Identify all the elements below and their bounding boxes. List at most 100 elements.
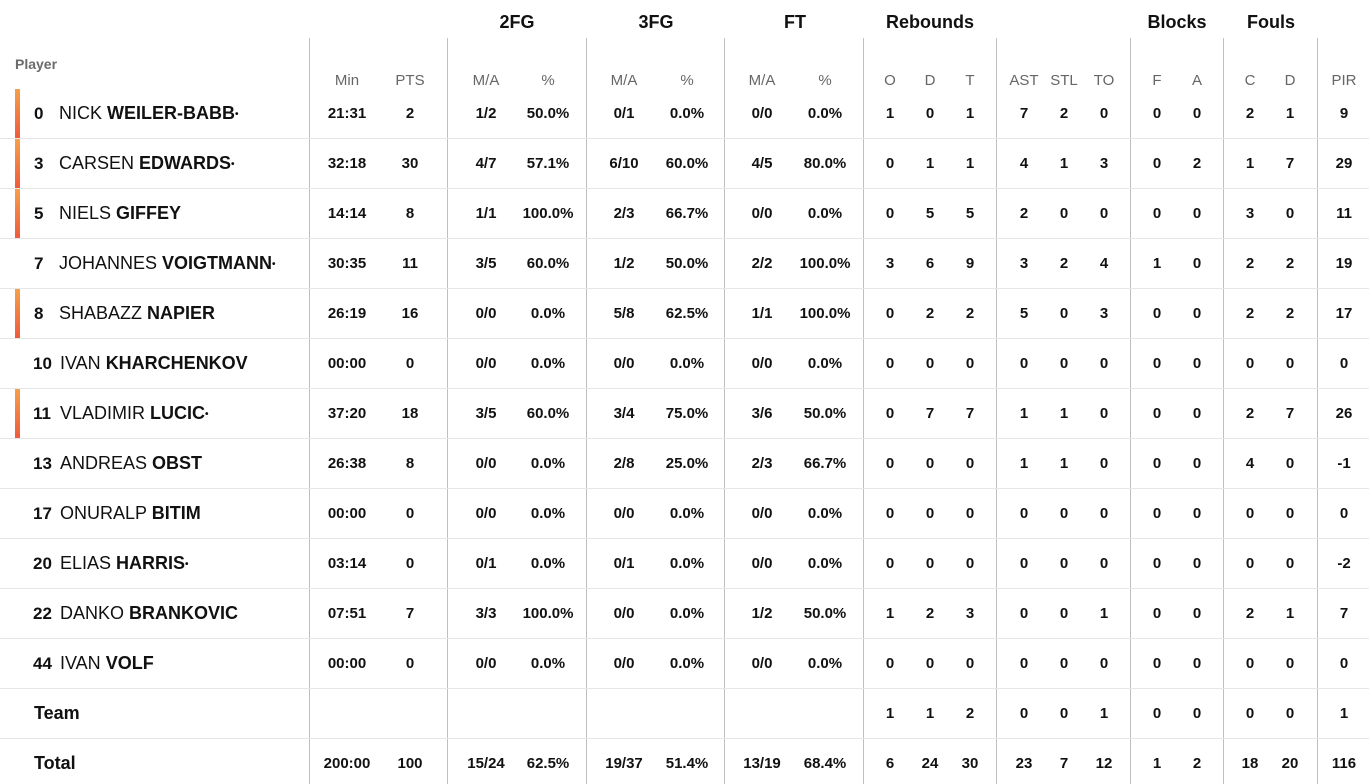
column-header[interactable]: M/A (748, 72, 776, 89)
stat-cell: 0 (885, 205, 895, 222)
stat-cell: 19 (1335, 255, 1353, 272)
stat-cell: 0 (1152, 705, 1162, 722)
stat-cell: 0 (1192, 105, 1202, 122)
column-header[interactable]: PIR (1331, 72, 1357, 89)
player-row[interactable]: 5 NIELS GIFFEY 14:14 8 1/1 100.0% 2/3 66.7% 0/0 0… (0, 189, 1369, 239)
player-row[interactable]: 11 VLADIMIR LUCIC• 37:20 18 3/5 60.0% 3/4 75.0%… (0, 389, 1369, 439)
player-row[interactable]: 44 IVAN VOLF 00:00 0 0/0 0.0% 0/0 0.0% 0/0 0.0% 0 0… (0, 639, 1369, 689)
stat-cell: 1 (1059, 405, 1069, 422)
player-first-name: NIELS (59, 203, 117, 223)
stat-cell: 0 (1285, 555, 1295, 572)
stat-cell: 11 (402, 255, 418, 272)
stat-cell: 07:51 (327, 605, 367, 622)
stat-cell: 00:00 (327, 655, 367, 672)
player-name[interactable]: SHABAZZ NAPIER (59, 303, 215, 324)
player-row[interactable]: 8 SHABAZZ NAPIER 26:19 16 0/0 0.0% 5/8 62.5% 1/1… (0, 289, 1369, 339)
stat-cell: 0 (885, 355, 895, 372)
stat-cell: 3/4 (613, 405, 635, 422)
stat-cell: 0/0 (613, 505, 635, 522)
player-name[interactable]: VLADIMIR LUCIC• (60, 403, 209, 424)
stat-cell: 0 (1152, 155, 1162, 172)
stat-cell: 1 (1059, 155, 1069, 172)
group-header-ft: FT (784, 12, 806, 32)
column-header[interactable]: % (680, 72, 694, 89)
player-name[interactable]: IVAN KHARCHENKOV (60, 353, 248, 374)
player-name[interactable]: ANDREAS OBST (60, 453, 202, 474)
player-last-name: NAPIER (147, 303, 216, 323)
stat-cell: 2 (1245, 255, 1255, 272)
stat-cell: 0 (1152, 555, 1162, 572)
player-row[interactable]: 20 ELIAS HARRIS• 03:14 0 0/1 0.0% 0/1 0.0% 0/0 0.… (0, 539, 1369, 589)
stat-cell: 0 (1245, 555, 1255, 572)
column-header[interactable]: % (541, 72, 555, 89)
player-name[interactable]: ONURALP BITIM (60, 503, 201, 524)
column-header[interactable]: O (884, 72, 896, 89)
column-header[interactable]: TO (1093, 72, 1115, 89)
stat-cell: 0 (1192, 555, 1202, 572)
stat-cell: 0 (1059, 705, 1069, 722)
player-name[interactable]: NIELS GIFFEY (59, 203, 181, 224)
player-name[interactable]: ELIAS HARRIS• (60, 553, 189, 574)
player-last-name: VOIGTMANN (162, 253, 273, 273)
player-last-name: VOLF (105, 653, 154, 673)
column-header[interactable]: Min (334, 72, 360, 89)
column-header[interactable]: D (1284, 72, 1296, 89)
player-row[interactable]: 17 ONURALP BITIM 00:00 0 0/0 0.0% 0/0 0.0% 0/0 0.… (0, 489, 1369, 539)
stat-cell: 0 (1152, 355, 1162, 372)
column-header[interactable]: F (1152, 72, 1162, 89)
stat-cell: 0 (965, 555, 975, 572)
player-name[interactable]: NICK WEILER-BABB• (59, 103, 239, 124)
stat-cell: -1 (1337, 455, 1351, 472)
stat-cell: 60.0% (526, 255, 570, 272)
stat-cell: 1 (1019, 405, 1029, 422)
player-row[interactable]: 7 JOHANNES VOIGTMANN• 30:35 11 3/5 60.0% 1/2 50… (0, 239, 1369, 289)
group-header-row: 2FG 3FG FT Rebounds Blocks Fouls (0, 0, 1369, 40)
stat-cell: 16 (401, 305, 419, 322)
stat-cell: 0 (1245, 705, 1255, 722)
stat-cell: 1 (1285, 605, 1295, 622)
stat-cell: 50.0% (803, 405, 847, 422)
stat-cell: 0.0% (530, 555, 566, 572)
stat-cell: 100.0% (522, 605, 574, 622)
player-name[interactable]: CARSEN EDWARDS• (59, 153, 235, 174)
column-header[interactable]: C (1244, 72, 1256, 89)
column-header[interactable]: A (1191, 72, 1203, 89)
player-name[interactable]: JOHANNES VOIGTMANN• (59, 253, 276, 274)
stat-cell: 2 (1285, 305, 1295, 322)
column-header[interactable]: D (924, 72, 936, 89)
player-row[interactable]: 3 CARSEN EDWARDS• 32:18 30 4/7 57.1% 6/10 60.0%… (0, 139, 1369, 189)
column-header[interactable]: PTS (395, 72, 425, 89)
stat-cell: 4 (1099, 255, 1109, 272)
stat-cell: 2 (1245, 605, 1255, 622)
stat-cell: 0 (1059, 205, 1069, 222)
stat-cell: 2 (1059, 105, 1069, 122)
player-first-name: DANKO (60, 603, 130, 623)
column-header[interactable]: M/A (610, 72, 638, 89)
group-header-3fg: 3FG (638, 12, 674, 32)
player-name[interactable]: DANKO BRANKOVIC (60, 603, 238, 624)
stat-cell: 0 (1059, 505, 1069, 522)
stat-cell: 0 (885, 655, 895, 672)
group-header-fouls: Fouls (1247, 12, 1295, 32)
stat-cell: 1/2 (613, 255, 635, 272)
player-row[interactable]: 13 ANDREAS OBST 26:38 8 0/0 0.0% 2/8 25.0% 2/3 66… (0, 439, 1369, 489)
stat-cell: 0 (1245, 655, 1255, 672)
stat-cell: 1/2 (751, 605, 773, 622)
column-header[interactable]: AST (1009, 72, 1039, 89)
column-header[interactable]: STL (1050, 72, 1078, 89)
stat-cell: 1 (1152, 755, 1162, 772)
column-header[interactable]: T (965, 72, 975, 89)
player-row[interactable]: 10 IVAN KHARCHENKOV 00:00 0 0/0 0.0% 0/0 0.0% 0/… (0, 339, 1369, 389)
player-row[interactable]: 22 DANKO BRANKOVIC 07:51 7 3/3 100.0% 0/0 0.0% 1… (0, 589, 1369, 639)
player-name[interactable]: IVAN VOLF (60, 653, 154, 674)
player-first-name: JOHANNES (59, 253, 163, 273)
stat-cell: 0 (1099, 405, 1109, 422)
stat-cell: 3 (1245, 205, 1255, 222)
column-header[interactable]: % (818, 72, 832, 89)
column-header[interactable]: M/A (472, 72, 500, 89)
player-number: 3 (34, 154, 44, 173)
column-divider (1130, 38, 1131, 784)
player-row[interactable]: 0 NICK WEILER-BABB• 21:31 2 1/2 50.0% 0/1 0.0% 0… (0, 89, 1369, 139)
stat-cell: 0 (1099, 205, 1109, 222)
stat-cell: 24 (921, 755, 939, 772)
